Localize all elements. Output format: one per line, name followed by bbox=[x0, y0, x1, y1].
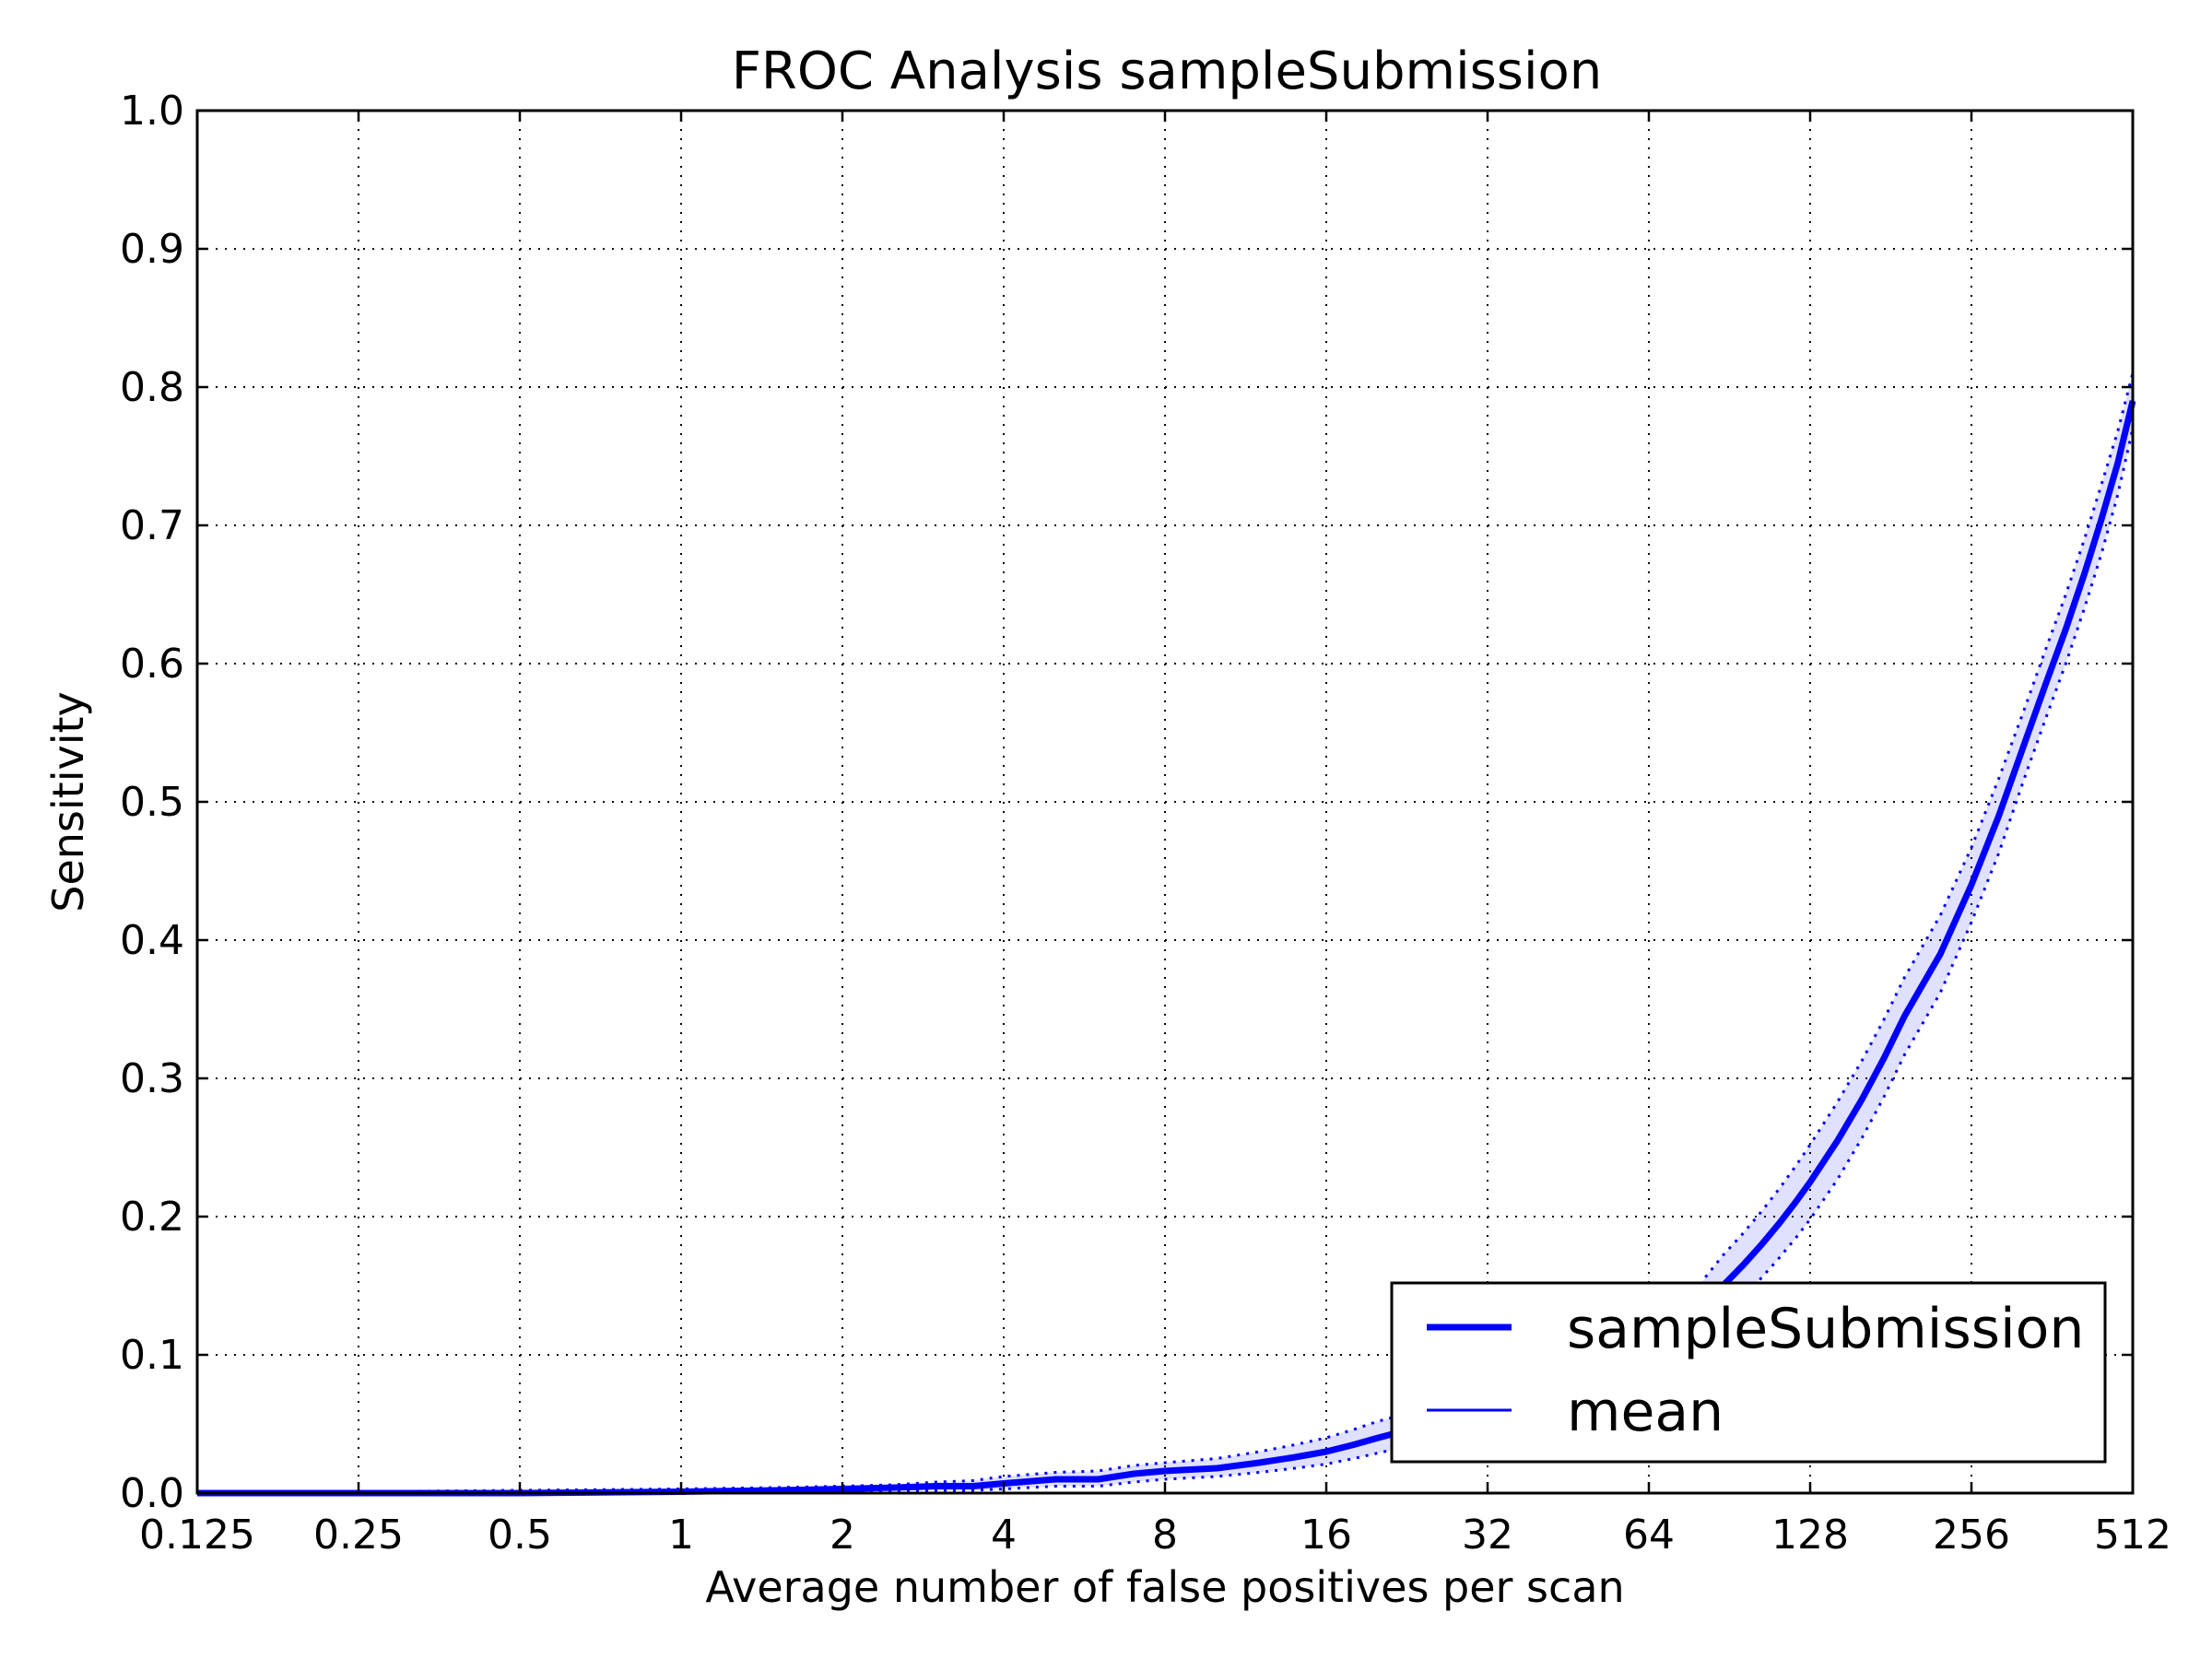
y-axis-title: Sensitivity bbox=[43, 691, 93, 912]
y-tick-label: 0.5 bbox=[120, 779, 184, 826]
lower-bound-line bbox=[197, 428, 2135, 1495]
legend-label-mean: mean bbox=[1567, 1380, 1724, 1444]
y-tick-label: 0.1 bbox=[120, 1332, 184, 1379]
x-tick-label: 256 bbox=[1933, 1512, 2010, 1559]
grid bbox=[197, 111, 2133, 1493]
y-tick-label: 0.9 bbox=[120, 226, 184, 273]
x-tick-label: 32 bbox=[1462, 1512, 1513, 1559]
x-tick-label: 128 bbox=[1771, 1512, 1849, 1559]
x-axis-title: Average number of false positives per sc… bbox=[705, 1562, 1624, 1612]
y-tick-label: 0.7 bbox=[120, 502, 184, 549]
y-tick-label: 0.8 bbox=[120, 364, 184, 411]
legend-label-samplesubmission: sampleSubmission bbox=[1567, 1297, 2084, 1361]
tick-labels: 0.125 0.25 0.5 1 2 4 8 16 32 64 128 256 512 0.0 0.1 0.2… bbox=[120, 88, 2171, 1559]
x-tick-label: 1 bbox=[668, 1512, 694, 1559]
y-tick-label: 0.3 bbox=[120, 1055, 184, 1102]
y-tick-label: 0.4 bbox=[120, 917, 184, 964]
y-tick-label: 1.0 bbox=[120, 88, 184, 135]
legend-box bbox=[1390, 1281, 2107, 1464]
y-tick-label: 0.0 bbox=[120, 1470, 184, 1517]
x-tick-label: 0.125 bbox=[139, 1512, 255, 1559]
x-tick-label: 0.25 bbox=[313, 1512, 404, 1559]
x-tick-label: 16 bbox=[1300, 1512, 1352, 1559]
x-tick-label: 0.5 bbox=[488, 1512, 552, 1559]
x-tick-label: 512 bbox=[2094, 1512, 2171, 1559]
x-tick-label: 4 bbox=[991, 1512, 1017, 1559]
chart-title: FROC Analysis sampleSubmission bbox=[732, 41, 1603, 101]
legend: sampleSubmission mean bbox=[1390, 1281, 2107, 1464]
ticks bbox=[195, 109, 2135, 1495]
x-tick-label: 2 bbox=[830, 1512, 855, 1559]
x-tick-label: 8 bbox=[1152, 1512, 1178, 1559]
x-tick-label: 64 bbox=[1623, 1512, 1675, 1559]
y-tick-label: 0.2 bbox=[120, 1194, 184, 1241]
y-tick-label: 0.6 bbox=[120, 641, 184, 688]
